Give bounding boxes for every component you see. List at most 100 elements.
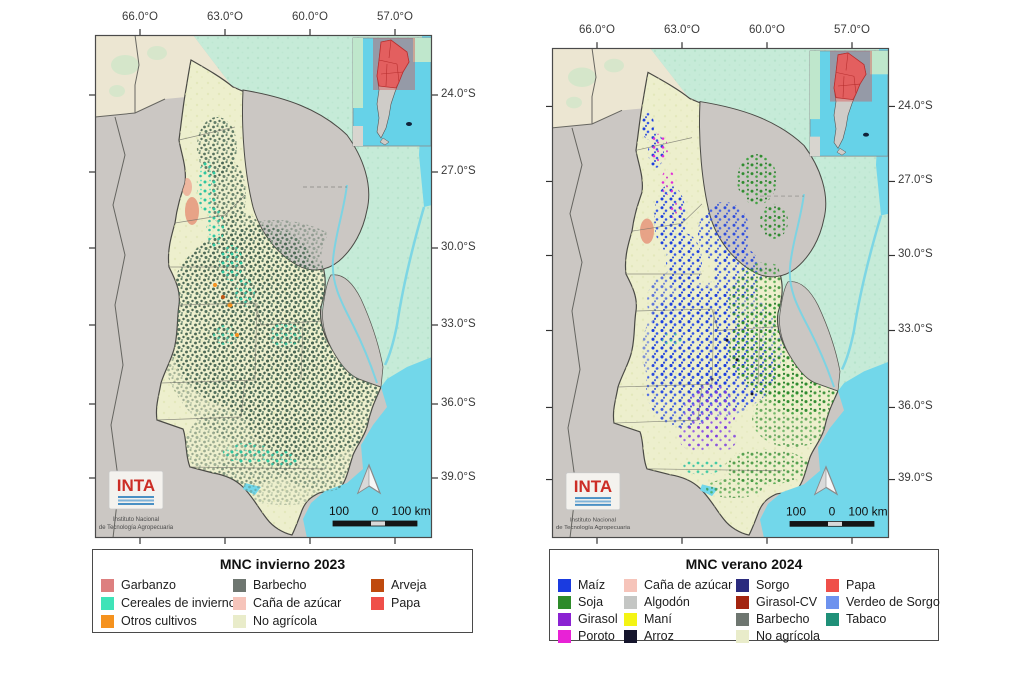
legend-swatch — [233, 614, 246, 628]
legend-swatch — [233, 596, 246, 610]
legend-item: Barbecho — [233, 578, 371, 592]
legend-label: Caña de azúcar — [253, 596, 342, 610]
lat-label: 33.0°S — [898, 323, 933, 335]
legend-label: Girasol — [578, 612, 618, 626]
legend-item: Garbanzo — [101, 578, 233, 592]
legend-swatch — [624, 578, 637, 592]
legend-item: Arroz — [624, 629, 736, 643]
legend-title-verano: MNC verano 2024 — [685, 556, 803, 572]
legend-swatch — [826, 595, 839, 609]
map-panel-verano: 66.0°O 63.0°O 60.0°O 57.0°O 24.0°S 27.0°… — [546, 24, 933, 544]
legend-item-empty — [371, 614, 466, 628]
inta-subtitle-2: de Tecnología Agropecuaria — [556, 525, 631, 531]
map-frame — [551, 47, 890, 539]
legend-swatch — [101, 596, 114, 610]
legend-label: Maíz — [578, 578, 606, 592]
legend-label: Garbanzo — [121, 578, 176, 592]
legend-swatch — [624, 595, 637, 609]
legend-item: Tabaco — [826, 612, 932, 626]
scale-zero: 0 — [829, 505, 836, 519]
legend-label: Tabaco — [846, 612, 887, 626]
north-arrow-icon — [356, 463, 382, 495]
legend-title-invierno: MNC invierno 2023 — [219, 556, 346, 572]
legend-item: Papa — [371, 596, 466, 610]
scale-right: 100 km — [848, 505, 887, 519]
lon-label: 66.0°O — [579, 24, 615, 36]
lon-label: 57.0°O — [834, 24, 870, 36]
legend-swatch — [736, 595, 749, 609]
legend-swatch — [624, 612, 637, 626]
atlantic-water — [303, 357, 432, 538]
legend-items-invierno: Garbanzo Barbecho Arveja Cereales de inv… — [101, 578, 464, 628]
legend-swatch — [826, 578, 839, 592]
legend-item: Soja — [558, 595, 624, 609]
inta-logo-text: INTA — [574, 477, 612, 496]
legend-swatch — [624, 629, 637, 643]
inta-logo-text: INTA — [117, 476, 155, 495]
lat-label: 33.0°S — [441, 318, 476, 330]
lat-label: 27.0°S — [898, 174, 933, 186]
province-borders — [613, 137, 804, 472]
lat-label: 39.0°S — [898, 472, 933, 484]
legend-item: Otros cultivos — [101, 614, 233, 628]
legend-label: Papa — [846, 578, 876, 592]
legend-swatch — [558, 629, 571, 643]
inta-subtitle-1: Instituto Nacional — [113, 517, 159, 523]
legend-swatch — [371, 578, 384, 592]
lat-label: 24.0°S — [441, 88, 476, 100]
legend-label: No agrícola — [253, 614, 317, 628]
legend-label: Barbecho — [253, 578, 307, 592]
legend-swatch — [558, 578, 571, 592]
country-borders — [551, 47, 623, 539]
legend-label: Algodón — [644, 595, 690, 609]
map-frame — [94, 34, 433, 539]
scale-bar: 100 0 100 km — [329, 504, 431, 527]
legend-label: Maní — [644, 612, 672, 626]
legend-swatch — [736, 612, 749, 626]
lat-label: 30.0°S — [898, 248, 933, 260]
legend-swatch — [101, 578, 114, 592]
legend-item: Verdeo de Sorgo — [826, 595, 940, 609]
legend-swatch — [371, 596, 384, 610]
lat-label: 39.0°S — [441, 471, 476, 483]
legend-label: Soja — [578, 595, 604, 609]
inta-logo: INTA Instituto Nacional de Tecnología Ag… — [556, 472, 631, 531]
legend-label: Cereales de invierno — [121, 596, 236, 610]
inta-logo: INTA Instituto Nacional de Tecnología Ag… — [99, 470, 174, 531]
legend-item: Arveja — [371, 578, 466, 592]
scale-right: 100 km — [391, 504, 430, 518]
legend-label: Girasol-CV — [756, 595, 818, 609]
map-canvas-verano: INTA Instituto Nacional de Tecnología Ag… — [546, 42, 895, 544]
legend-label: Caña de azúcar — [644, 578, 733, 592]
lon-label: 60.0°O — [749, 24, 785, 36]
legend-label: Barbecho — [756, 612, 810, 626]
legend-item: Maní — [624, 612, 736, 626]
inset-map — [809, 50, 889, 157]
lat-label: 24.0°S — [898, 100, 933, 112]
lon-label: 57.0°O — [377, 11, 413, 23]
scale-zero: 0 — [372, 504, 379, 518]
province-borders — [156, 126, 347, 470]
lon-label: 63.0°O — [664, 24, 700, 36]
inta-subtitle-2: de Tecnología Agropecuaria — [99, 525, 174, 531]
legend-label: Otros cultivos — [121, 614, 197, 628]
legend-swatch — [558, 612, 571, 626]
scale-bar: 100 0 100 km — [786, 505, 888, 527]
inset-map — [352, 37, 432, 147]
legend-label: Arroz — [644, 629, 674, 643]
legend-item: Papa — [826, 578, 932, 592]
lat-label: 27.0°S — [441, 165, 476, 177]
legend-label: Sorgo — [756, 578, 790, 592]
north-arrow-icon — [813, 465, 839, 496]
legend-label: Verdeo de Sorgo — [846, 595, 940, 609]
legend-label: Papa — [391, 596, 421, 610]
lon-label: 60.0°O — [292, 11, 328, 23]
country-borders — [94, 34, 166, 539]
legend-item: Algodón — [624, 595, 736, 609]
inta-subtitle-1: Instituto Nacional — [570, 517, 616, 523]
legend-item: Poroto — [558, 629, 624, 643]
legend-swatch — [736, 629, 749, 643]
legend-label: No agrícola — [756, 629, 820, 643]
map-panel-invierno: 66.0°O 63.0°O 60.0°O 57.0°O 24.0°S 27.0°… — [89, 11, 476, 544]
atlantic-water — [760, 361, 889, 538]
